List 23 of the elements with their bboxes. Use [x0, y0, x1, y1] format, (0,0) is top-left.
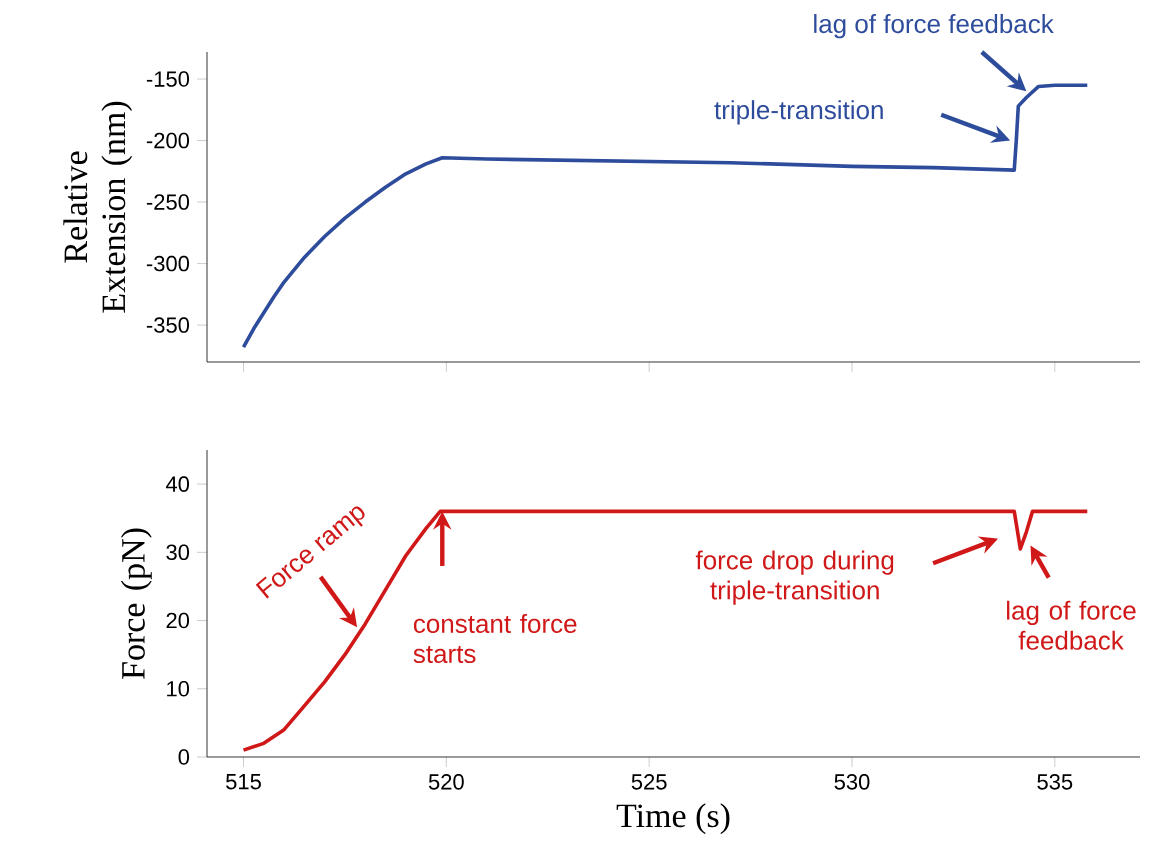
y-tick-label: 30: [166, 544, 190, 561]
y-tick-label: 0: [178, 749, 190, 765]
x-tick-label: 515: [226, 774, 261, 790]
y-tick-label: -200: [146, 132, 190, 149]
annotation: triple-transition: [714, 100, 883, 125]
x-tick-label: 520: [428, 774, 464, 790]
y-axis-title: Force (pN): [120, 528, 152, 679]
x-axis-title: Time (s): [616, 803, 730, 835]
x-tick-label: 535: [1037, 774, 1073, 790]
annotation: force drop during triple-transition: [695, 550, 894, 605]
y-axis-title: Relative Extension (nm): [63, 101, 133, 313]
y-tick-label: 40: [165, 476, 190, 492]
y-tick-label: 10: [167, 681, 190, 697]
y-tick-label: 20: [166, 612, 190, 629]
x-tick-label: 525: [631, 774, 667, 790]
y-tick-label: -350: [146, 317, 190, 333]
x-tick-label: 530: [834, 774, 870, 790]
text: lag of force feedback: [814, 14, 1054, 39]
annotation: lag of force feedback: [1007, 600, 1136, 650]
annotation: constant force starts: [413, 613, 577, 664]
y-tick-label: -150: [146, 71, 190, 87]
y-tick-label: -300: [146, 255, 190, 272]
y-tick-label: -250: [146, 194, 190, 210]
